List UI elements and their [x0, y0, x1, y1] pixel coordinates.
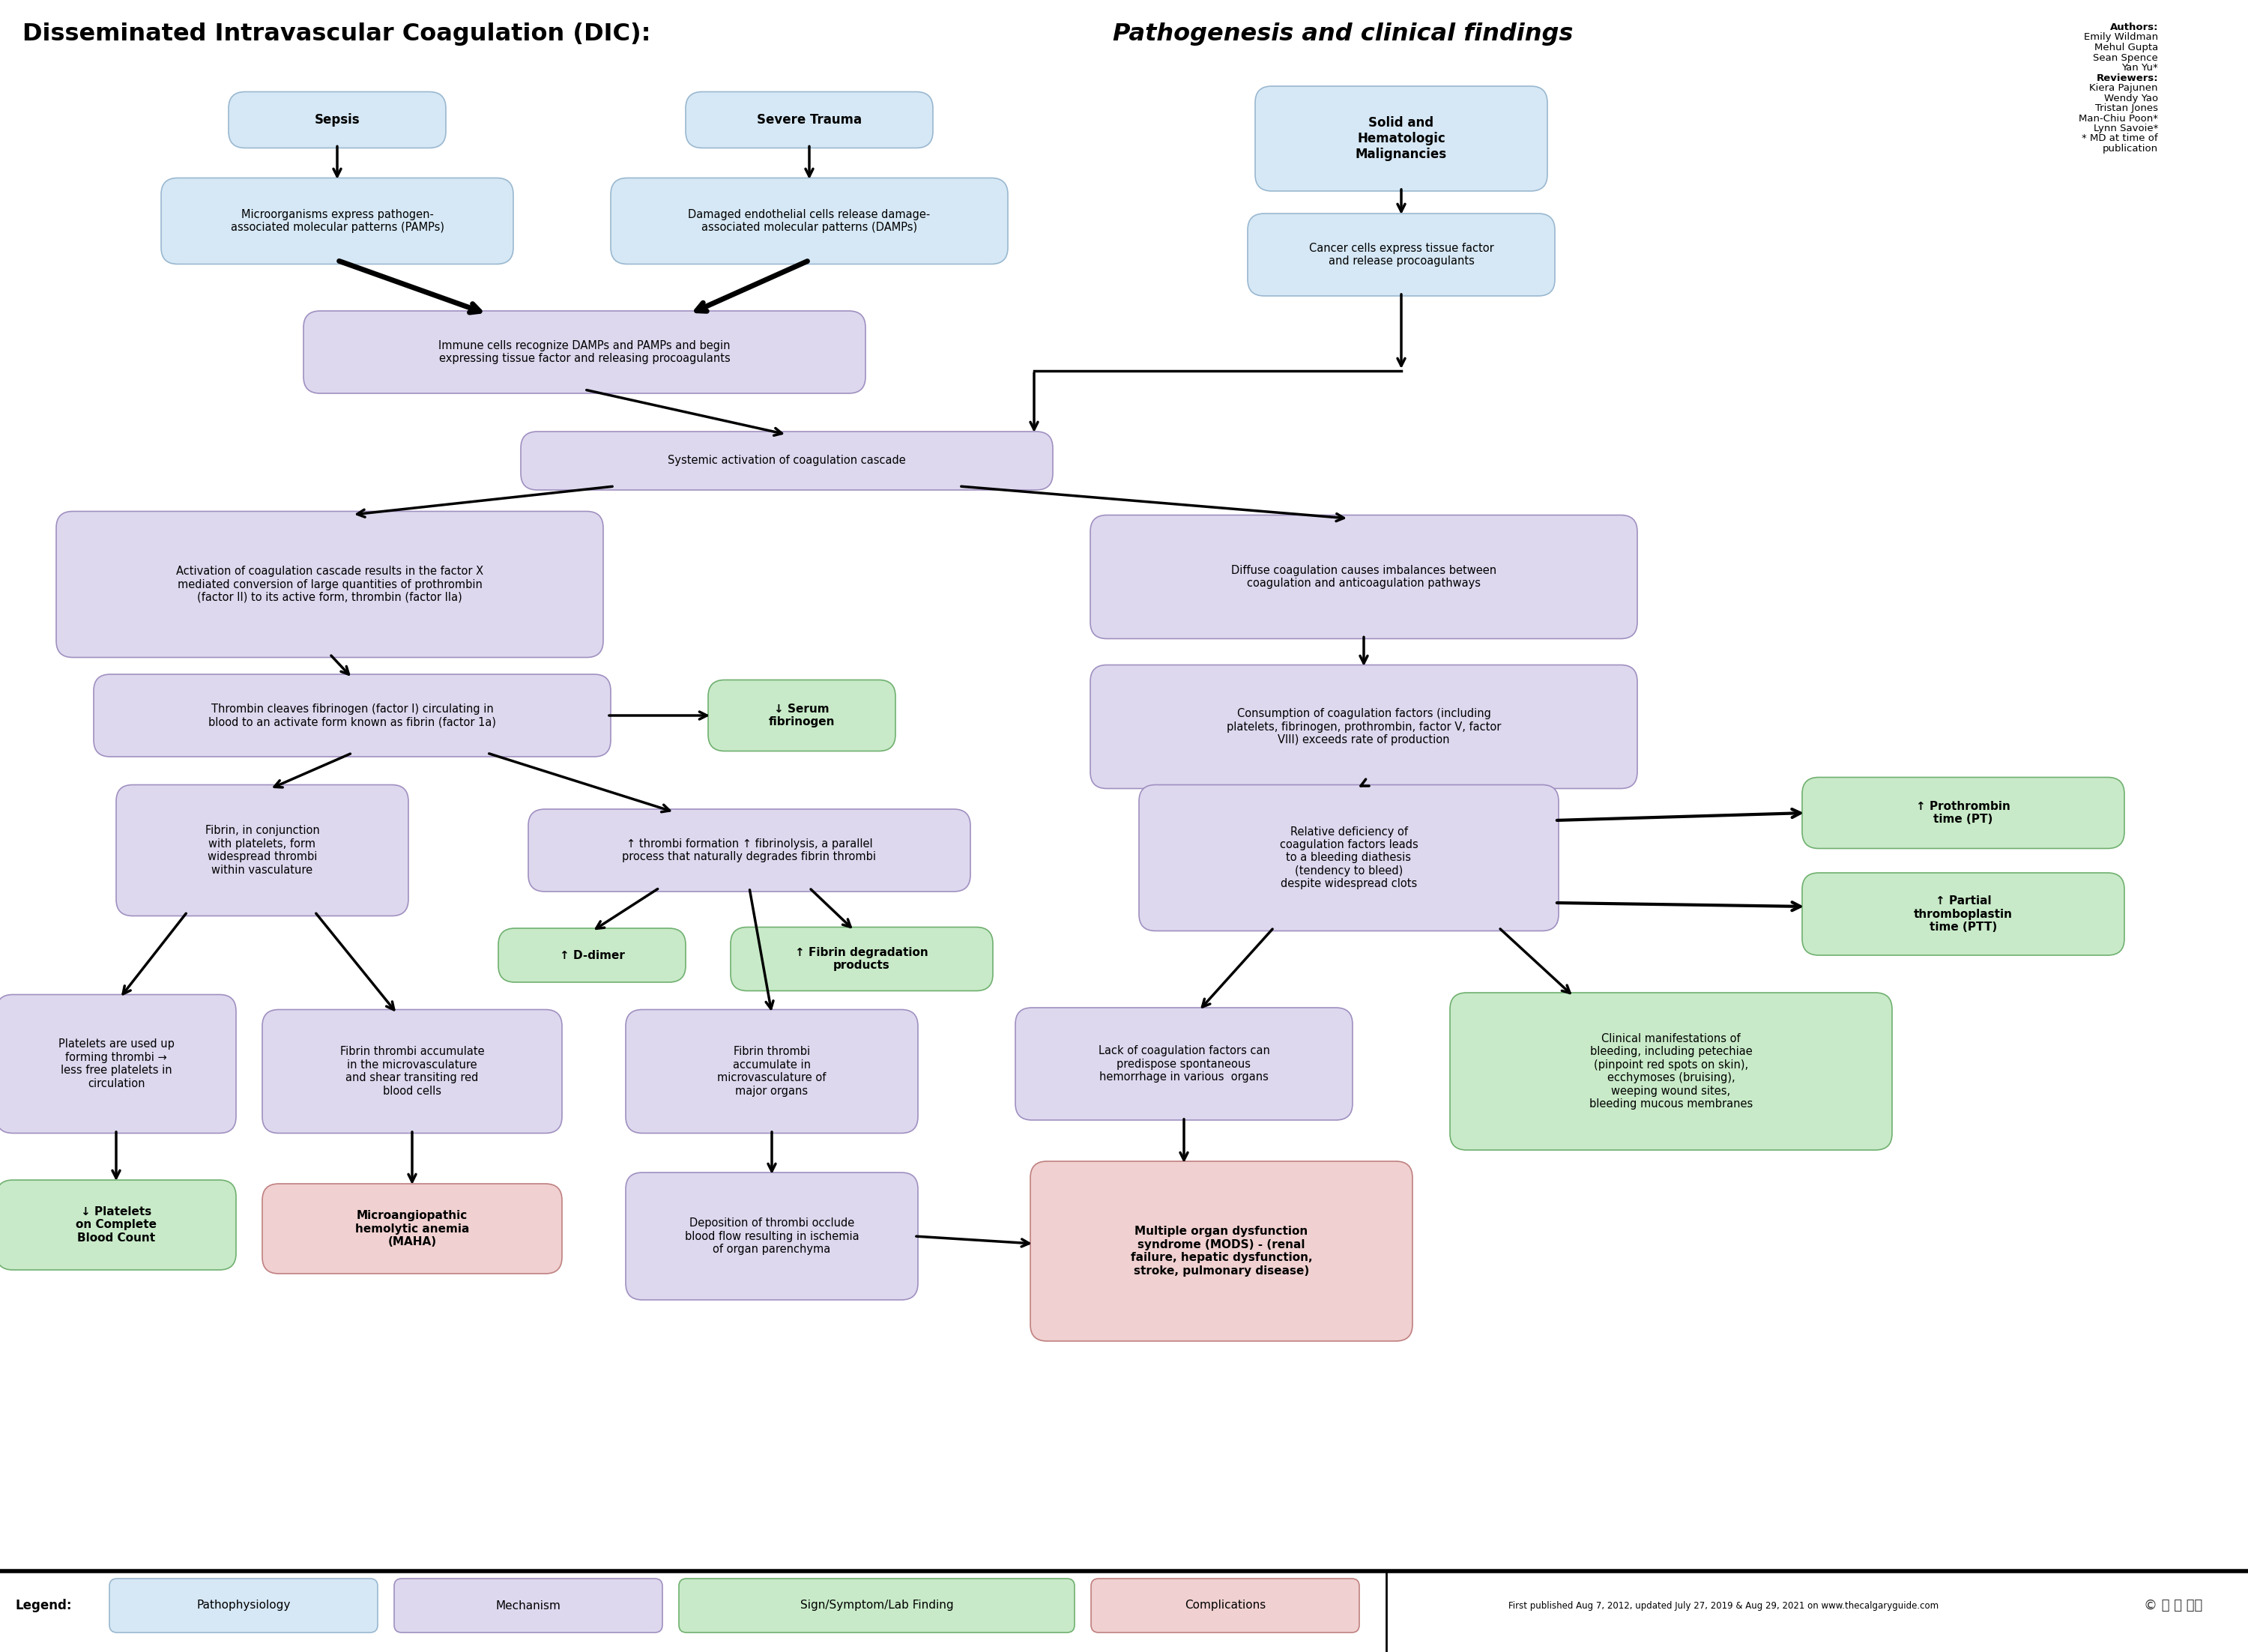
- Text: Disseminated Intravascular Coagulation (DIC):: Disseminated Intravascular Coagulation (…: [22, 23, 659, 46]
- Text: Microorganisms express pathogen-
associated molecular patterns (PAMPs): Microorganisms express pathogen- associa…: [229, 208, 443, 233]
- FancyBboxPatch shape: [110, 1579, 378, 1632]
- Text: Sean Spence: Sean Spence: [2093, 53, 2158, 63]
- FancyBboxPatch shape: [625, 1173, 917, 1300]
- Text: Pathophysiology: Pathophysiology: [196, 1599, 290, 1611]
- Text: Thrombin cleaves fibrinogen (factor I) circulating in
blood to an activate form : Thrombin cleaves fibrinogen (factor I) c…: [209, 704, 497, 727]
- FancyBboxPatch shape: [393, 1579, 663, 1632]
- Text: Complications: Complications: [1185, 1599, 1266, 1611]
- Text: Relative deficiency of
coagulation factors leads
to a bleeding diathesis
(tenden: Relative deficiency of coagulation facto…: [1279, 826, 1418, 889]
- FancyBboxPatch shape: [303, 311, 865, 393]
- FancyBboxPatch shape: [1030, 1161, 1412, 1341]
- FancyBboxPatch shape: [499, 928, 686, 983]
- FancyBboxPatch shape: [263, 1009, 562, 1133]
- FancyBboxPatch shape: [528, 809, 971, 892]
- FancyBboxPatch shape: [1450, 993, 1893, 1150]
- Text: Lynn Savoie*: Lynn Savoie*: [2093, 124, 2158, 134]
- FancyBboxPatch shape: [0, 995, 236, 1133]
- FancyBboxPatch shape: [1803, 778, 2124, 849]
- Text: ↓ Platelets
on Complete
Blood Count: ↓ Platelets on Complete Blood Count: [76, 1206, 157, 1244]
- Text: Pathogenesis and clinical findings: Pathogenesis and clinical findings: [1113, 23, 1574, 46]
- FancyBboxPatch shape: [0, 1180, 236, 1270]
- Text: Multiple organ dysfunction
syndrome (MODS) - (renal
failure, hepatic dysfunction: Multiple organ dysfunction syndrome (MOD…: [1131, 1226, 1313, 1277]
- FancyBboxPatch shape: [522, 431, 1052, 491]
- Text: Fibrin, in conjunction
with platelets, form
widespread thrombi
within vasculatur: Fibrin, in conjunction with platelets, f…: [205, 826, 319, 876]
- Text: Systemic activation of coagulation cascade: Systemic activation of coagulation casca…: [668, 456, 906, 466]
- FancyBboxPatch shape: [611, 178, 1007, 264]
- Text: Consumption of coagulation factors (including
platelets, fibrinogen, prothrombin: Consumption of coagulation factors (incl…: [1227, 709, 1502, 745]
- FancyBboxPatch shape: [686, 93, 933, 149]
- FancyBboxPatch shape: [679, 1579, 1075, 1632]
- FancyBboxPatch shape: [1016, 1008, 1353, 1120]
- Text: Activation of coagulation cascade results in the factor X
mediated conversion of: Activation of coagulation cascade result…: [175, 565, 483, 603]
- FancyBboxPatch shape: [94, 674, 611, 757]
- Text: ↑ Partial
thromboplastin
time (PTT): ↑ Partial thromboplastin time (PTT): [1913, 895, 2012, 933]
- Text: Mechanism: Mechanism: [497, 1599, 560, 1611]
- Text: Sign/Symptom/Lab Finding: Sign/Symptom/Lab Finding: [800, 1599, 953, 1611]
- FancyBboxPatch shape: [117, 785, 409, 915]
- Text: Man-Chiu Poon*: Man-Chiu Poon*: [2079, 114, 2158, 124]
- Text: © Ⓢ ⓐ ⓢⓐ: © Ⓢ ⓐ ⓢⓐ: [2145, 1599, 2203, 1612]
- Text: Fibrin thrombi
accumulate in
microvasculature of
major organs: Fibrin thrombi accumulate in microvascul…: [717, 1046, 827, 1097]
- Text: Reviewers:: Reviewers:: [2095, 73, 2158, 83]
- FancyBboxPatch shape: [162, 178, 513, 264]
- Text: Kiera Pajunen: Kiera Pajunen: [2091, 83, 2158, 93]
- Text: Damaged endothelial cells release damage-
associated molecular patterns (DAMPs): Damaged endothelial cells release damage…: [688, 208, 931, 233]
- Text: Microangiopathic
hemolytic anemia
(MAHA): Microangiopathic hemolytic anemia (MAHA): [355, 1209, 470, 1247]
- Text: ↑ thrombi formation ↑ fibrinolysis, a parallel
process that naturally degrades f: ↑ thrombi formation ↑ fibrinolysis, a pa…: [623, 838, 877, 862]
- Text: Lack of coagulation factors can
predispose spontaneous
hemorrhage in various  or: Lack of coagulation factors can predispo…: [1099, 1046, 1270, 1082]
- FancyBboxPatch shape: [229, 93, 445, 149]
- Text: Solid and
Hematologic
Malignancies: Solid and Hematologic Malignancies: [1356, 116, 1448, 160]
- Text: Deposition of thrombi occlude
blood flow resulting in ischemia
of organ parenchy: Deposition of thrombi occlude blood flow…: [686, 1218, 859, 1256]
- FancyBboxPatch shape: [1254, 86, 1547, 192]
- Text: ↑ Prothrombin
time (PT): ↑ Prothrombin time (PT): [1915, 801, 2010, 824]
- FancyBboxPatch shape: [1803, 872, 2124, 955]
- Text: * MD at time of: * MD at time of: [2082, 134, 2158, 144]
- Text: ↓ Serum
fibrinogen: ↓ Serum fibrinogen: [769, 704, 834, 727]
- FancyBboxPatch shape: [731, 927, 994, 991]
- FancyBboxPatch shape: [708, 681, 895, 752]
- FancyBboxPatch shape: [56, 512, 602, 657]
- Text: Severe Trauma: Severe Trauma: [758, 112, 861, 127]
- Text: Platelets are used up
forming thrombi →
less free platelets in
circulation: Platelets are used up forming thrombi → …: [58, 1039, 173, 1089]
- Text: publication: publication: [2102, 144, 2158, 154]
- Text: Authors:: Authors:: [2109, 23, 2158, 33]
- Text: Yan Yu*: Yan Yu*: [2122, 63, 2158, 73]
- FancyBboxPatch shape: [1090, 1579, 1360, 1632]
- FancyBboxPatch shape: [1090, 515, 1637, 639]
- Text: Immune cells recognize DAMPs and PAMPs and begin
expressing tissue factor and re: Immune cells recognize DAMPs and PAMPs a…: [438, 340, 731, 363]
- Text: Wendy Yao: Wendy Yao: [2104, 93, 2158, 102]
- Text: Legend:: Legend:: [16, 1599, 72, 1612]
- FancyBboxPatch shape: [263, 1184, 562, 1274]
- FancyBboxPatch shape: [1090, 664, 1637, 788]
- Text: Emily Wildman: Emily Wildman: [2084, 33, 2158, 43]
- Text: ↑ D-dimer: ↑ D-dimer: [560, 950, 625, 961]
- FancyBboxPatch shape: [1140, 785, 1558, 930]
- Text: Tristan Jones: Tristan Jones: [2095, 104, 2158, 112]
- Text: Fibrin thrombi accumulate
in the microvasculature
and shear transiting red
blood: Fibrin thrombi accumulate in the microva…: [339, 1046, 483, 1097]
- Text: Clinical manifestations of
bleeding, including petechiae
(pinpoint red spots on : Clinical manifestations of bleeding, inc…: [1589, 1032, 1753, 1110]
- Text: First published Aug 7, 2012, updated July 27, 2019 & Aug 29, 2021 on www.thecalg: First published Aug 7, 2012, updated Jul…: [1508, 1601, 1938, 1611]
- Text: Mehul Gupta: Mehul Gupta: [2095, 43, 2158, 53]
- Text: ↑ Fibrin degradation
products: ↑ Fibrin degradation products: [796, 947, 928, 971]
- FancyBboxPatch shape: [625, 1009, 917, 1133]
- Text: Sepsis: Sepsis: [315, 112, 360, 127]
- FancyBboxPatch shape: [1248, 213, 1556, 296]
- Text: Cancer cells express tissue factor
and release procoagulants: Cancer cells express tissue factor and r…: [1308, 243, 1493, 268]
- Text: Diffuse coagulation causes imbalances between
coagulation and anticoagulation pa: Diffuse coagulation causes imbalances be…: [1232, 565, 1497, 590]
